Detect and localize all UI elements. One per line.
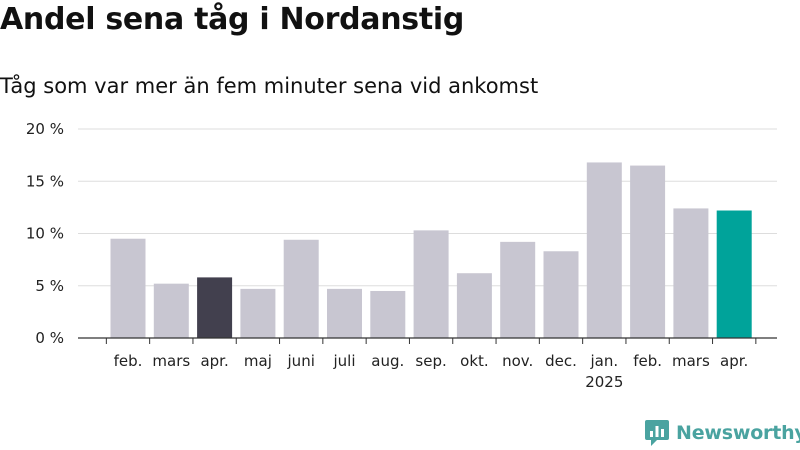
bar <box>673 208 709 338</box>
bar <box>283 239 319 338</box>
x-tick-label: aug. <box>371 352 404 370</box>
x-tick-label: okt. <box>460 352 489 370</box>
bar <box>110 238 146 338</box>
chart-subtitle: Tåg som var mer än fem minuter sena vid … <box>0 74 539 98</box>
bar <box>500 241 536 338</box>
bar <box>240 288 276 338</box>
x-tick-label: apr. <box>200 352 228 370</box>
newsworthy-logo-icon <box>645 420 669 446</box>
bar <box>327 288 362 338</box>
y-tick-label: 20 % <box>26 120 64 138</box>
x-axis <box>78 337 777 344</box>
bar <box>716 210 752 338</box>
bar <box>197 277 233 338</box>
y-tick-label: 10 % <box>26 225 64 243</box>
x-tick-label: sep. <box>415 352 446 370</box>
x-tick-label: nov. <box>502 352 533 370</box>
brand-name: Newsworthy <box>676 422 800 444</box>
chart-title: Andel sena tåg i Nordanstig <box>0 2 465 37</box>
x-tick-label: feb. <box>633 352 662 370</box>
x-tick-label: jan. <box>589 352 618 370</box>
x-axis-ticks: feb. mars apr. maj juni juli aug. sep. okt. nov. d… <box>114 352 749 391</box>
newsworthy-logo[interactable]: Newsworthy <box>644 418 800 448</box>
x-tick-label: dec. <box>545 352 577 370</box>
bar <box>630 165 666 338</box>
x-tick-label: mars <box>672 352 710 370</box>
x-tick-label: juli <box>332 352 355 370</box>
x-tick-label: juni <box>287 352 315 370</box>
bars <box>110 162 752 338</box>
bar <box>456 273 492 338</box>
bar <box>153 283 189 338</box>
y-tick-label: 0 % <box>35 329 64 347</box>
y-axis-ticks: 0 % 5 % 10 % 15 % 20 % <box>26 120 64 347</box>
x-tick-label: mars <box>152 352 190 370</box>
bar <box>413 230 449 338</box>
y-tick-label: 5 % <box>35 277 64 295</box>
bar <box>370 290 406 338</box>
x-year-label: 2025 <box>585 373 623 391</box>
bar <box>586 162 622 338</box>
bar <box>543 251 579 338</box>
x-tick-label: apr. <box>720 352 748 370</box>
x-tick-label: maj <box>244 352 272 370</box>
y-tick-label: 15 % <box>26 172 64 190</box>
x-tick-label: feb. <box>114 352 143 370</box>
